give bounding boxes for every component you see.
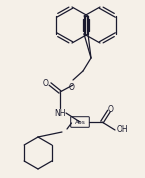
Text: Abs: Abs	[75, 119, 85, 124]
FancyBboxPatch shape	[71, 117, 89, 127]
Text: O: O	[43, 78, 49, 88]
Text: O: O	[108, 104, 114, 114]
Text: NH: NH	[54, 109, 66, 118]
Text: O: O	[69, 83, 75, 92]
Text: OH: OH	[116, 125, 128, 135]
